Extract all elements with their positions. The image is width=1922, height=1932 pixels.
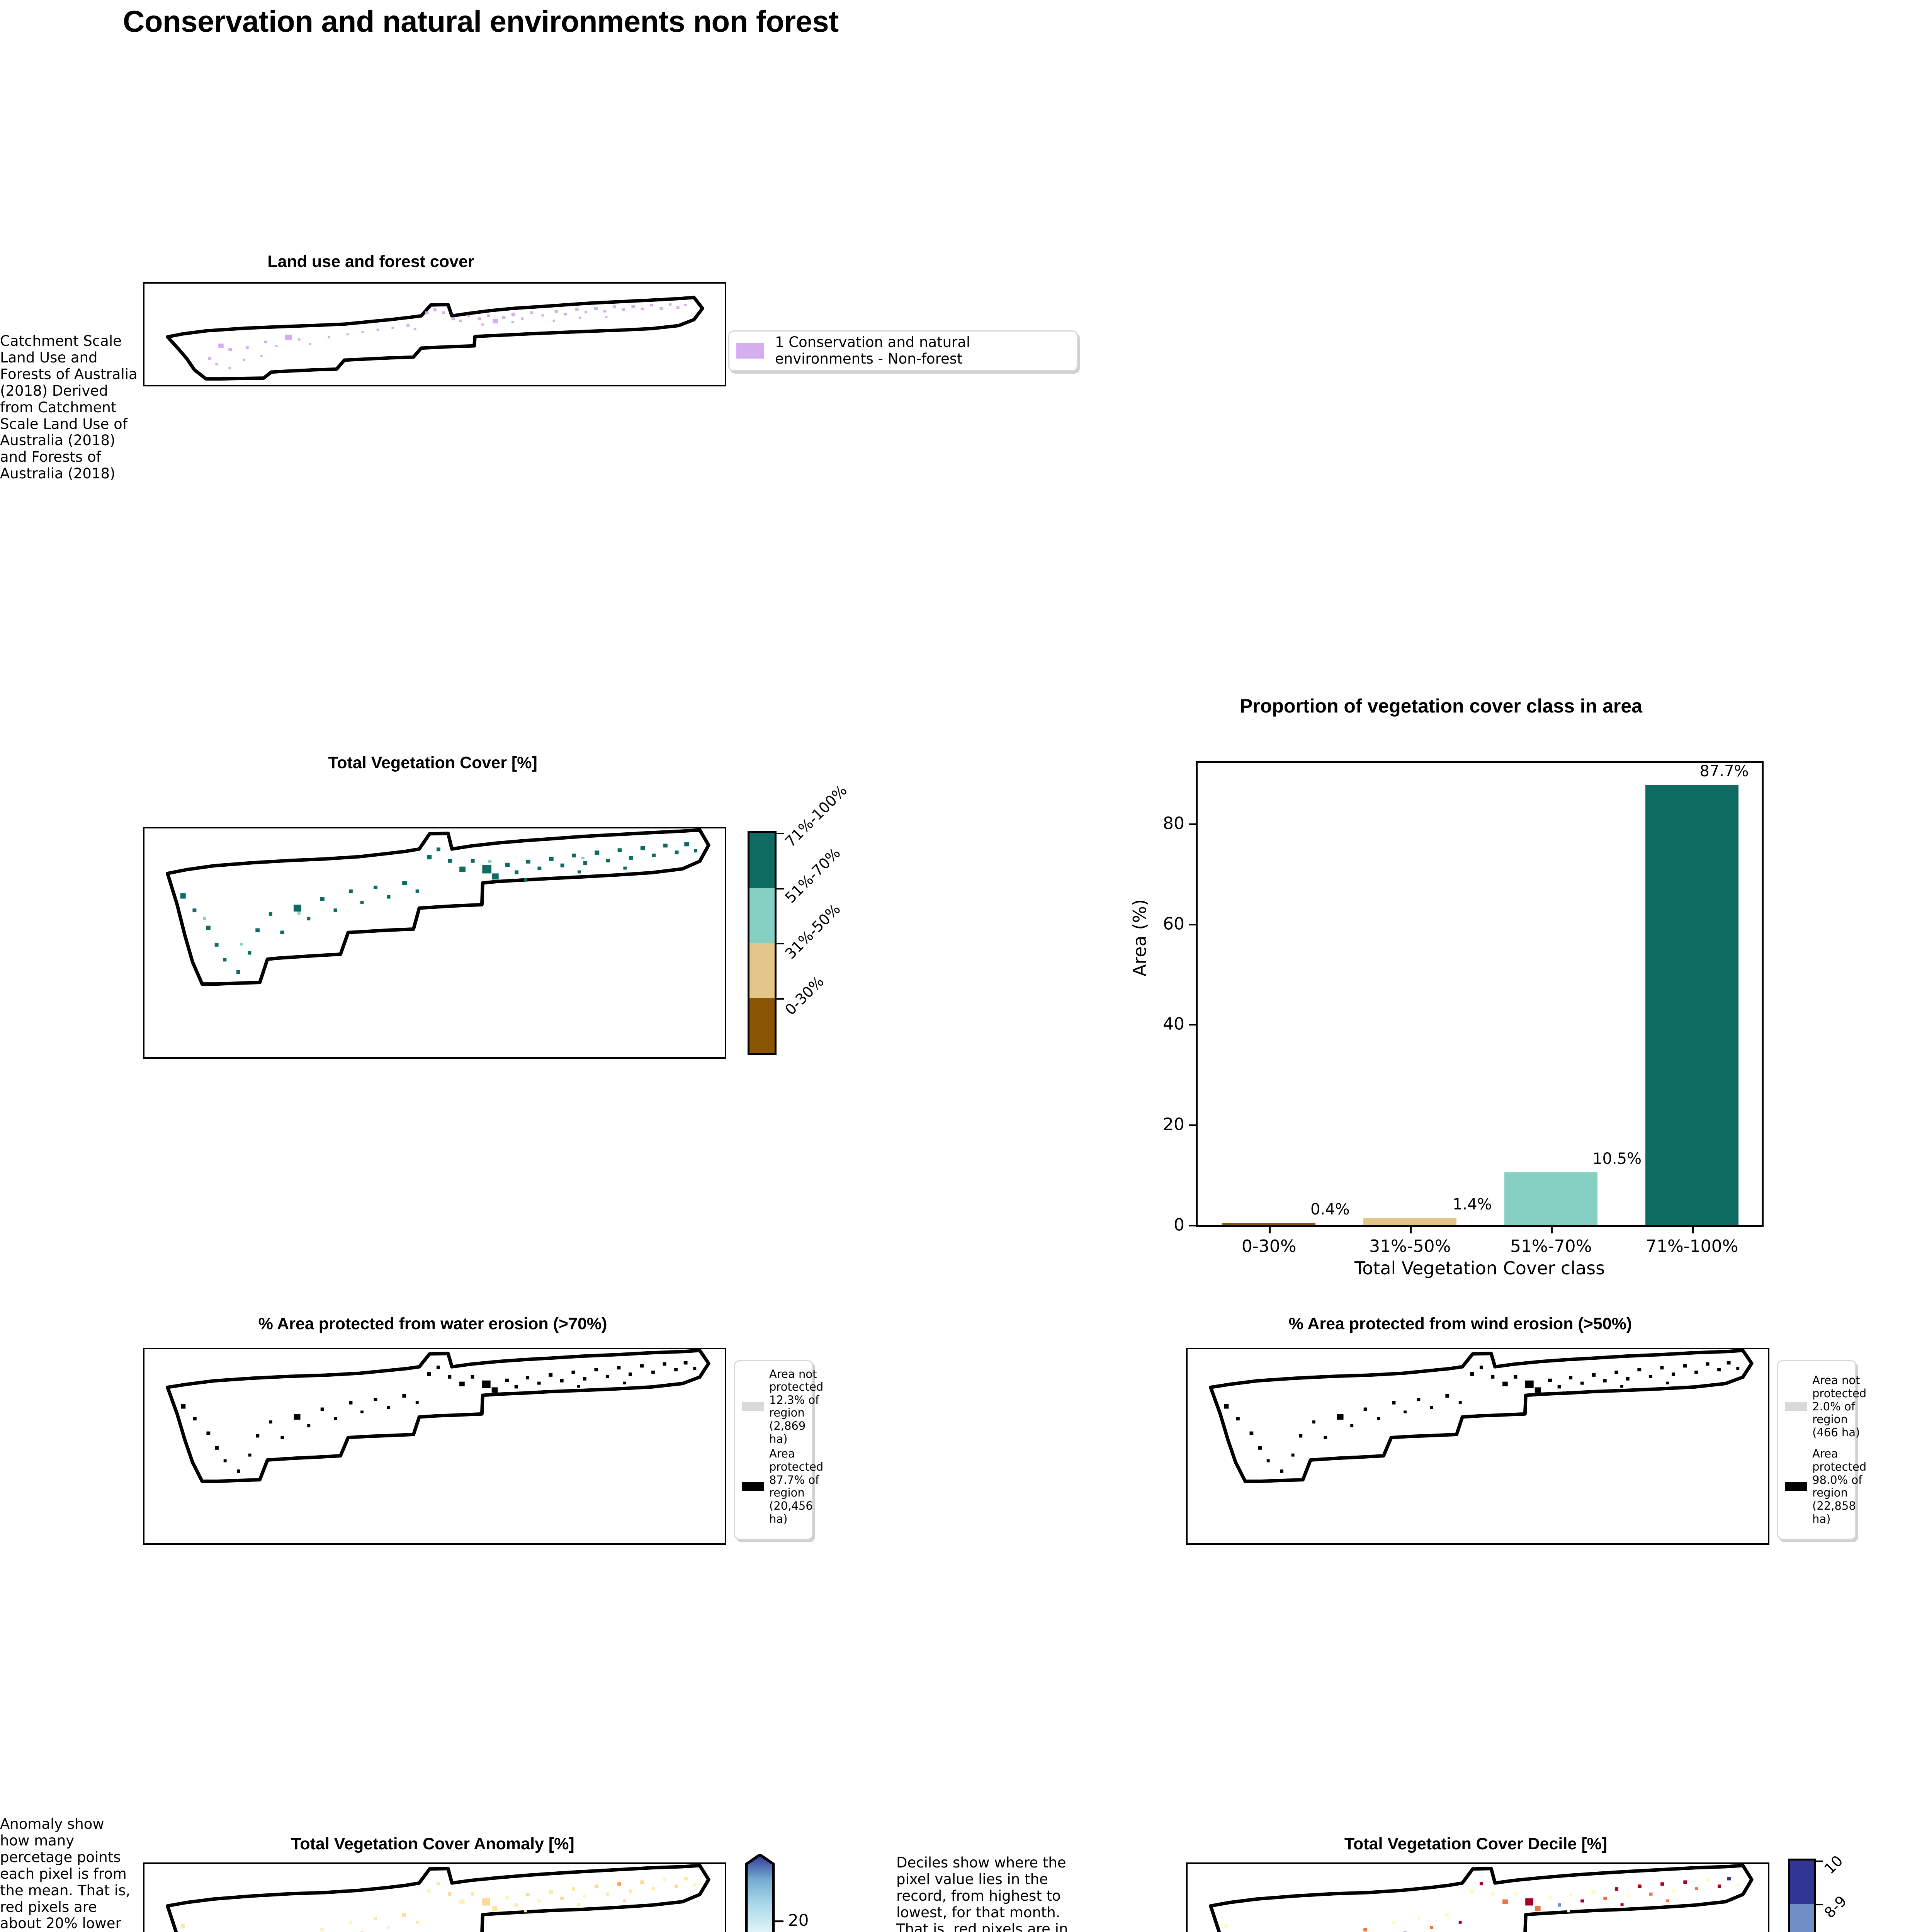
xtick-label-0-30: 0-30%	[1241, 1236, 1297, 1256]
panel-decile: Deciles show where the pixel value lies …	[885, 1785, 1922, 1932]
ytick-60: 60	[1163, 914, 1184, 934]
bar-51-70[interactable]	[1504, 1172, 1598, 1225]
total-cover-pixels	[180, 842, 697, 974]
colorbar-label-31-50: 31%-50%	[782, 900, 844, 963]
catchment-outline-icon	[166, 828, 710, 986]
catchment-outline-icon	[166, 1349, 710, 1483]
xtick-label-31-50: 31%-50%	[1369, 1236, 1451, 1256]
total-cover-title: Total Vegetation Cover [%]	[328, 753, 537, 772]
bar-chart-ylabel: Area (%)	[1129, 899, 1150, 977]
xtick-label-71-100: 71%-100%	[1645, 1236, 1738, 1256]
bar-71-100[interactable]	[1645, 784, 1739, 1225]
ytick-0: 0	[1174, 1215, 1184, 1235]
decile-colorbar: 10 8-9 4-7 2-3 1	[1788, 1852, 1850, 1932]
anomaly-title: Total Vegetation Cover Anomaly [%]	[291, 1835, 574, 1853]
legend-swatch-protected-water	[742, 1482, 764, 1492]
catchment-outline-icon	[1209, 1349, 1754, 1483]
decile-seg-10	[1790, 1861, 1814, 1904]
bar-31-50[interactable]	[1363, 1218, 1457, 1225]
bar-value-71-100: 87.7%	[1699, 762, 1749, 781]
land-use-pixels	[207, 303, 687, 369]
panel-total-cover: Total Vegetation Cover [%]	[0, 753, 927, 1101]
decile-pixels	[1224, 1877, 1740, 1932]
land-use-title: Land use and forest cover	[267, 252, 474, 271]
decile-label-10: 10	[1821, 1852, 1846, 1878]
page-title: Conservation and natural environments no…	[123, 4, 839, 38]
legend-label-protected-water: Area protected 87.7% of region (20,456 h…	[769, 1447, 824, 1526]
bar-chart-title: Proportion of vegetation cover class in …	[1240, 695, 1642, 717]
wind-erosion-legend: Area not protected 2.0% of region (466 h…	[1777, 1360, 1866, 1540]
wind-erosion-map[interactable]	[1186, 1348, 1769, 1545]
bar-value-0-30: 0.4%	[1310, 1201, 1350, 1219]
panel-land-use: Land use and forest cover Catchment Scal…	[0, 232, 1120, 580]
anomaly-caption: Anomaly show how many percetage points e…	[0, 1816, 131, 1932]
panel-wind-erosion: % Area protected from wind erosion (>50%…	[1043, 1291, 1922, 1631]
water-erosion-pixels	[181, 1361, 697, 1473]
anomaly-pixels	[180, 1877, 697, 1932]
legend-swatch-not-protected-wind	[1785, 1402, 1807, 1412]
bar-value-31-50: 1.4%	[1452, 1196, 1492, 1214]
legend-label-not-protected-water: Area not protected 12.3% of region (2,86…	[769, 1367, 824, 1446]
colorbar-label-71-100: 71%-100%	[782, 782, 850, 850]
colorbar-label-0-30: 0-30%	[782, 973, 828, 1019]
ytick-20: 20	[1163, 1114, 1184, 1134]
anomaly-map[interactable]	[143, 1862, 726, 1932]
panel-proportion-chart: Proportion of vegetation cover class in …	[1113, 688, 1808, 1279]
anomaly-tick-20: 20	[788, 1911, 809, 1930]
catchment-outline-icon	[166, 296, 704, 381]
land-use-legend: 1 Conservation and natural environments …	[728, 330, 1078, 371]
bar-value-51-70: 10.5%	[1592, 1150, 1642, 1168]
legend-label-protected-wind: Area protected 98.0% of region (22,858 h…	[1812, 1447, 1867, 1526]
bar-0-30[interactable]	[1222, 1223, 1316, 1225]
xtick-label-51-70: 51%-70%	[1510, 1236, 1592, 1256]
decile-map[interactable]	[1186, 1862, 1769, 1932]
wind-erosion-pixels	[1224, 1361, 1740, 1473]
anomaly-colorbar: 20 10 0 −10 −20	[745, 1853, 809, 1932]
legend-swatch-not-protected-water	[742, 1402, 764, 1412]
land-use-map[interactable]	[143, 282, 726, 386]
total-cover-colorbar: 71%-100% 51%-70% 31%-50% 0-30%	[748, 782, 850, 1055]
decile-title: Total Vegetation Cover Decile [%]	[1344, 1835, 1608, 1853]
legend-swatch-protected-wind	[1785, 1482, 1807, 1492]
decile-caption: Deciles show where the pixel value lies …	[896, 1854, 1068, 1932]
water-erosion-map[interactable]	[143, 1348, 726, 1545]
total-cover-map[interactable]	[143, 827, 726, 1059]
colorbar-label-51-70: 51%-70%	[782, 844, 844, 906]
decile-label-8-9: 8-9	[1821, 1892, 1850, 1922]
catchment-outline-icon	[1209, 1864, 1754, 1932]
panel-water-erosion: % Area protected from water erosion (>70…	[0, 1291, 927, 1631]
bar-chart-plot-area[interactable]: 0 20 40 60 80 0.4% 1.4% 10.5% 87.7% 0-30…	[1163, 761, 1764, 1256]
ytick-40: 40	[1163, 1014, 1184, 1034]
colorbar-seg-31-50	[749, 943, 775, 998]
bar-chart-xlabel: Total Vegetation Cover class	[1354, 1258, 1605, 1279]
colorbar-seg-71-100	[749, 833, 775, 888]
legend-label-conservation: 1 Conservation and natural environments …	[775, 334, 970, 367]
decile-seg-8-9	[1790, 1904, 1814, 1932]
water-erosion-title: % Area protected from water erosion (>70…	[258, 1315, 607, 1333]
legend-label-not-protected-wind: Area not protected 2.0% of region (466 h…	[1812, 1374, 1867, 1439]
catchment-outline-icon	[166, 1864, 710, 1932]
ytick-80: 80	[1163, 813, 1184, 833]
colorbar-seg-0-30	[749, 998, 775, 1053]
wind-erosion-title: % Area protected from wind erosion (>50%…	[1288, 1315, 1632, 1333]
panel-anomaly: Total Vegetation Cover Anomaly [%] Anoma…	[0, 1785, 889, 1932]
water-erosion-legend: Area not protected 12.3% of region (2,86…	[734, 1360, 823, 1540]
colorbar-seg-51-70	[749, 888, 775, 943]
anomaly-colorbar-gradient	[745, 1853, 775, 1932]
legend-swatch-conservation	[736, 343, 764, 359]
land-use-source-caption: Catchment Scale Land Use and Forests of …	[0, 333, 138, 482]
